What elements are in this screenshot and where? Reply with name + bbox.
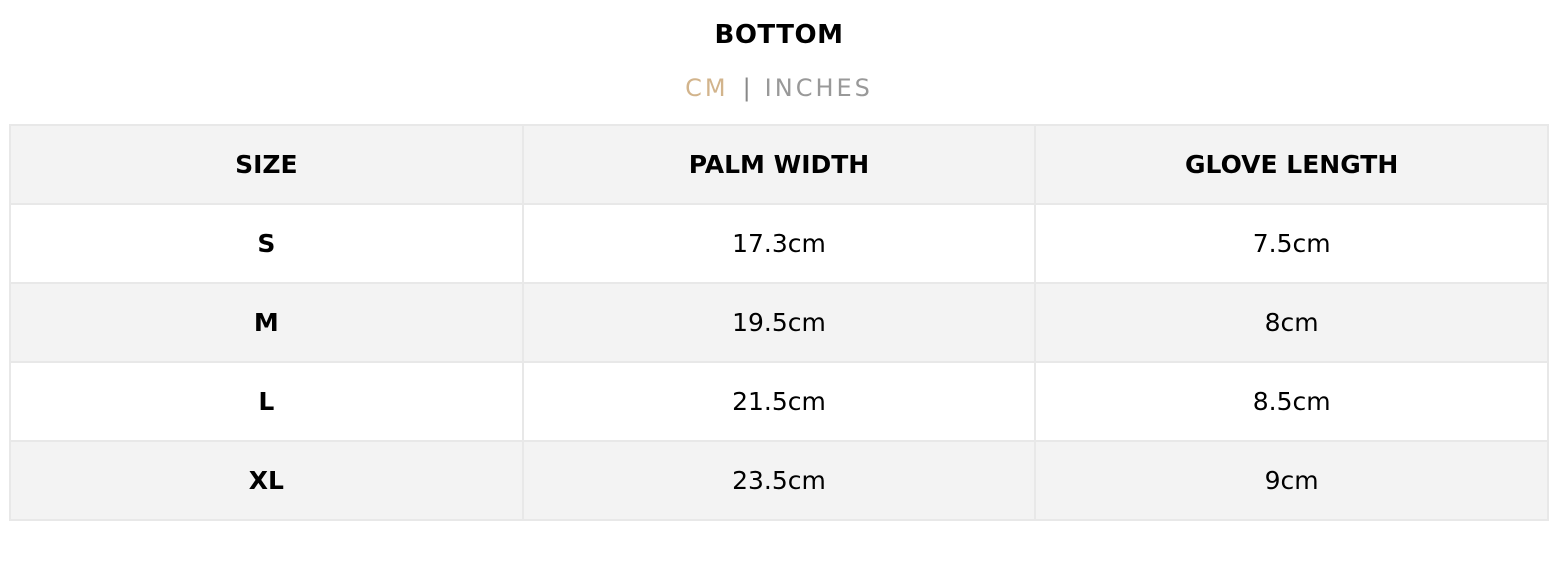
- table-row: S 17.3cm 7.5cm: [9, 203, 1549, 284]
- size-chart-table: SIZE PALM WIDTH GLOVE LENGTH S 17.3cm 7.…: [9, 124, 1549, 521]
- table-row: L 21.5cm 8.5cm: [9, 361, 1549, 442]
- glove-length-cell: 8cm: [1034, 282, 1549, 363]
- size-cell: S: [9, 203, 524, 284]
- palm-width-cell: 23.5cm: [521, 440, 1037, 521]
- header-palm-width: PALM WIDTH: [521, 124, 1037, 205]
- header-size: SIZE: [9, 124, 524, 205]
- palm-width-cell: 21.5cm: [521, 361, 1037, 442]
- unit-cm-button[interactable]: CM: [685, 74, 729, 102]
- size-cell: L: [9, 361, 524, 442]
- glove-length-cell: 9cm: [1034, 440, 1549, 521]
- unit-toggle: CM | INCHES: [0, 74, 1558, 102]
- size-cell: XL: [9, 440, 524, 521]
- size-cell: M: [9, 282, 524, 363]
- unit-inches-button[interactable]: INCHES: [764, 74, 873, 102]
- table-header-row: SIZE PALM WIDTH GLOVE LENGTH: [9, 124, 1549, 205]
- palm-width-cell: 19.5cm: [521, 282, 1037, 363]
- table-row: M 19.5cm 8cm: [9, 282, 1549, 363]
- section-title: BOTTOM: [714, 20, 844, 50]
- palm-width-cell: 17.3cm: [521, 203, 1037, 284]
- header-glove-length: GLOVE LENGTH: [1034, 124, 1549, 205]
- unit-separator: |: [742, 74, 751, 102]
- glove-length-cell: 7.5cm: [1034, 203, 1549, 284]
- glove-length-cell: 8.5cm: [1034, 361, 1549, 442]
- table-row: XL 23.5cm 9cm: [9, 440, 1549, 521]
